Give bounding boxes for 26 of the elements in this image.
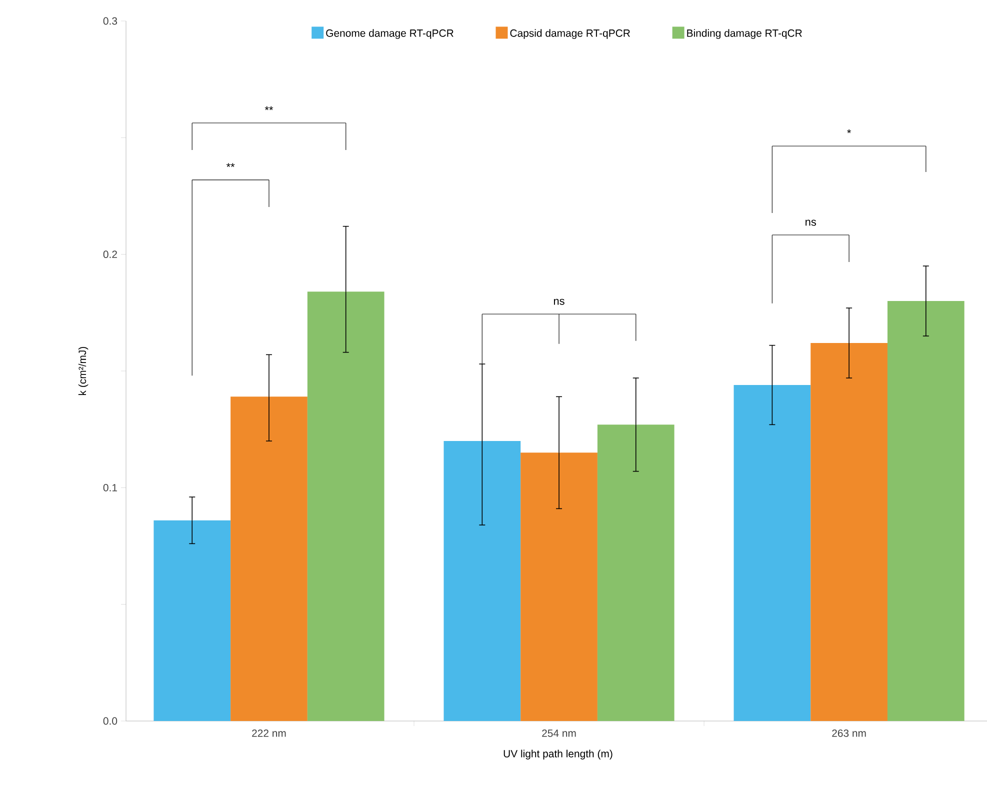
bar [810,342,888,721]
annotation: ns [554,298,564,305]
annotation: ns [806,220,816,226]
x-axis-title: UV light path length (m) [504,750,612,760]
bar [230,396,308,721]
legend-label: Genome damage RT-qPCR [326,29,454,39]
bar [444,440,521,721]
y-tick-label: 0.1 [103,484,117,492]
bar [734,384,811,721]
x-tick-label: 263 nm [832,730,866,737]
y-tick-label: 0.2 [103,250,117,258]
legend-label: Binding damage RT-qCR [687,29,802,39]
annotation: * [847,129,852,134]
y-axis-title: k (cm²/mJ) [78,346,88,395]
bar [520,452,598,721]
bar [887,300,964,721]
bar [154,520,231,721]
annotation: ** [264,106,274,110]
bar [307,292,384,721]
annotation: ** [226,163,235,168]
x-tick-label: 222 nm [252,730,286,737]
legend-label: Capsid damage RT-qPCR [510,29,630,39]
x-tick-label: 254 nm [542,730,576,737]
y-tick-label: 0.3 [103,17,118,25]
y-tick-label: 0.0 [103,717,118,725]
bar [597,424,674,721]
